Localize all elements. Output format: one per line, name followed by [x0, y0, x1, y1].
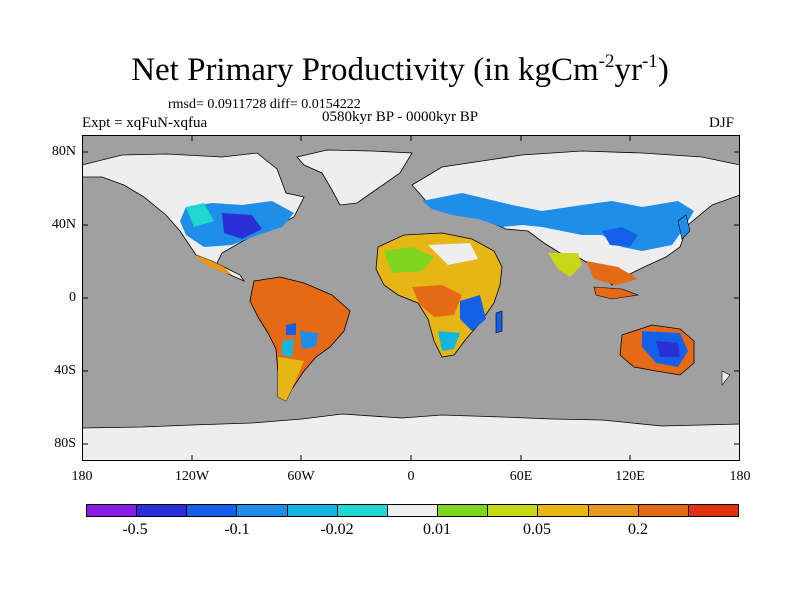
colorbar-label-neg05: -0.5: [122, 521, 148, 538]
colorbar: [86, 504, 739, 517]
y-tick-40s: 40S: [54, 363, 76, 378]
india-yellow: [548, 253, 582, 277]
y-tick-0: 0: [69, 290, 76, 305]
stats-text: rmsd= 0.0911728 diff= 0.0154222: [168, 97, 361, 112]
x-tick-180e: 180: [729, 469, 751, 484]
world-map: [82, 135, 740, 461]
colorbar-label-001: 0.01: [423, 521, 451, 538]
colorbar-swatch-6: [387, 505, 439, 516]
sahara-green: [384, 247, 434, 273]
australia-violet: [656, 341, 680, 357]
x-tick-120e: 120E: [615, 469, 645, 484]
colorbar-swatch-2: [187, 505, 238, 516]
period-label: 0580kyr BP - 0000kyr BP: [322, 109, 479, 125]
x-tick-60e: 60E: [509, 469, 533, 484]
y-tick-80s: 80S: [54, 436, 76, 451]
new-zealand: [721, 370, 731, 386]
africa-cyan-south: [438, 331, 460, 351]
colorbar-swatch-3: [237, 505, 288, 516]
x-tick-180w: 180: [71, 469, 93, 484]
x-tick-60w: 60W: [287, 469, 315, 484]
colorbar-swatch-0: [87, 505, 138, 516]
colorbar-label-02: 0.2: [628, 521, 648, 538]
colorbar-swatch-7: [438, 505, 489, 516]
na-cyan-region: [186, 203, 214, 227]
plot-title: Net Primary Productivity (in kgCm-2yr-1): [131, 51, 669, 88]
colorbar-swatch-10: [588, 505, 639, 516]
japan: [677, 214, 691, 240]
mexico-orange: [196, 255, 232, 275]
colorbar-label-005: 0.05: [523, 521, 551, 538]
experiment-label: Expt = xqFuN-xqfua: [82, 115, 208, 131]
colorbar-swatch-1: [137, 505, 188, 516]
colorbar-swatch-4: [287, 505, 338, 516]
axis-ticks: [82, 135, 740, 461]
y-tick-40n: 40N: [51, 217, 76, 232]
colorbar-swatch-12: [688, 505, 739, 516]
colorbar-swatch-8: [488, 505, 539, 516]
colorbar-label-neg01: -0.1: [224, 521, 250, 538]
antarctica: [82, 413, 740, 461]
south-america: [249, 276, 351, 402]
colorbar-swatch-11: [638, 505, 689, 516]
y-tick-80n: 80N: [51, 144, 76, 159]
madagascar: [495, 310, 503, 334]
colorbar-swatch-5: [337, 505, 388, 516]
africa-blue-east: [460, 295, 486, 331]
colorbar-swatch-9: [538, 505, 589, 516]
x-tick-120w: 120W: [174, 469, 210, 484]
asia-deep-blue: [602, 227, 638, 247]
se-asia-orange: [586, 261, 638, 285]
sa-orange-south: [278, 357, 304, 401]
season-label: DJF: [709, 115, 735, 131]
sa-blue-patch: [300, 331, 318, 349]
colorbar-label-neg002: -0.02: [320, 521, 354, 538]
africa-orange-central: [412, 285, 462, 317]
sa-deep-blue-patch: [286, 323, 296, 335]
greenland: [296, 149, 413, 206]
na-deep-blue-region: [222, 213, 262, 239]
sahara-light: [428, 243, 478, 265]
sa-cyan-patch: [282, 339, 294, 357]
indonesia: [593, 286, 640, 300]
x-tick-0: 0: [407, 469, 415, 484]
